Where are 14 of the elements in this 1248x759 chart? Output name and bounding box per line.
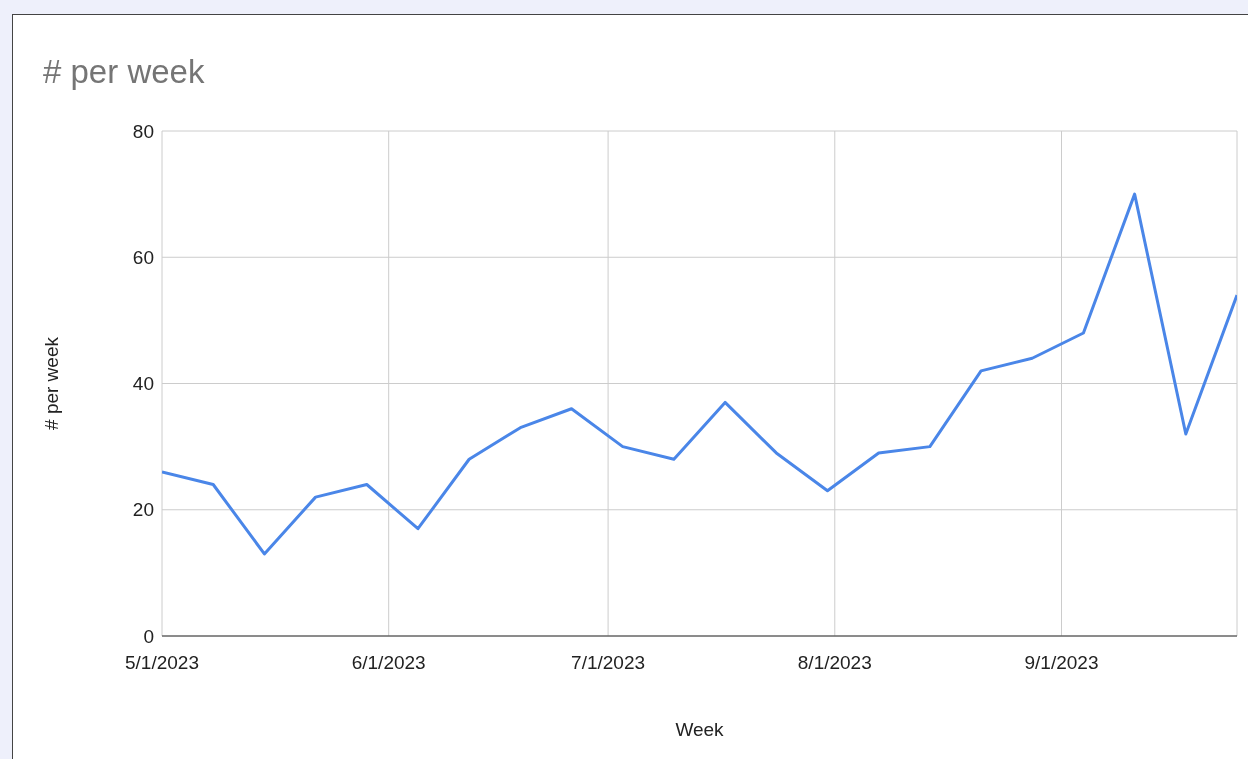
y-tick-label: 80 <box>132 120 154 142</box>
y-tick-label: 0 <box>143 625 154 647</box>
x-tick-label: 9/1/2023 <box>1024 652 1099 674</box>
y-tick-label: 40 <box>132 373 154 395</box>
line-series <box>162 192 1237 556</box>
x-tick-label: 6/1/2023 <box>351 652 426 674</box>
x-tick-label: 8/1/2023 <box>797 652 872 674</box>
x-axis-title: Week <box>675 719 725 740</box>
x-tick-label: 7/1/2023 <box>571 652 646 674</box>
x-tick-label: 5/1/2023 <box>125 652 199 674</box>
y-axis-title: # per week <box>40 336 62 430</box>
chart-title: # per week <box>43 53 205 91</box>
y-tick-label: 60 <box>132 246 154 268</box>
y-tick-label: 20 <box>132 499 154 521</box>
